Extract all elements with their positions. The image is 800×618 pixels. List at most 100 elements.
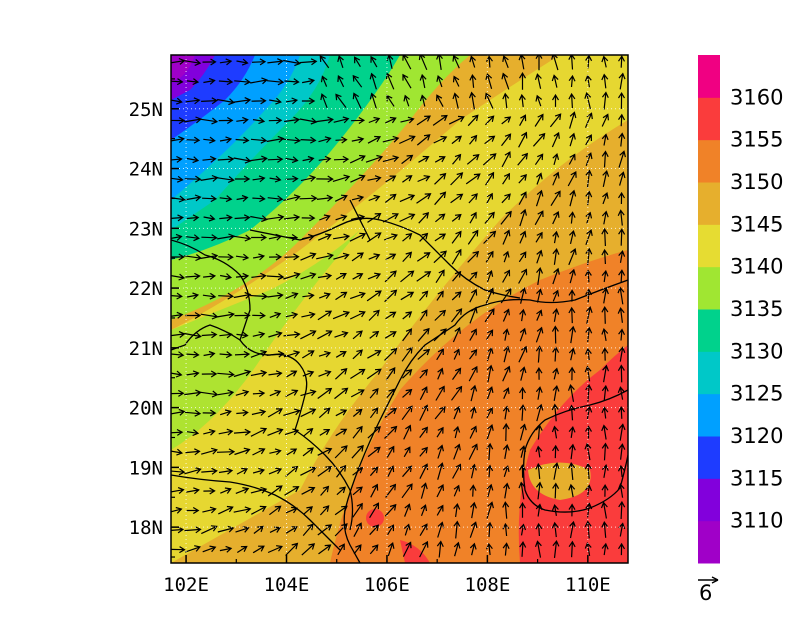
wind-vector-657 <box>384 503 397 517</box>
wind-vector-92 <box>299 117 318 125</box>
wind-vector-680 <box>302 523 314 536</box>
wind-vector-572 <box>367 446 381 458</box>
wind-vector-316 <box>300 272 317 280</box>
wind-vector-484 <box>300 389 317 397</box>
wind-vector-442 <box>535 345 543 363</box>
wind-vector-326 <box>468 271 478 282</box>
wind-vector-610 <box>535 462 543 479</box>
wind-vector-246 <box>534 210 544 226</box>
wind-vector-546 <box>403 424 412 440</box>
wind-vector-29 <box>186 78 200 86</box>
wind-vector-463 <box>419 369 428 379</box>
wind-vector-472 <box>568 366 576 381</box>
lat-tick-label-6: 24N <box>129 159 163 181</box>
wind-vector-209 <box>384 193 397 203</box>
wind-vector-717 <box>453 541 461 557</box>
wind-vector-194 <box>602 169 610 188</box>
wind-vector-684 <box>369 524 380 536</box>
wind-vector-563 <box>216 448 236 456</box>
wind-vector-351 <box>419 290 429 301</box>
wind-vector-647 <box>218 505 234 515</box>
wind-vector-83 <box>617 91 626 109</box>
wind-vector-251 <box>617 209 625 226</box>
wind-vector-431 <box>352 349 363 360</box>
wind-vector-591 <box>218 467 234 475</box>
wind-vector-295 <box>416 252 431 262</box>
wind-vector-350 <box>400 291 415 301</box>
wind-vector-318 <box>335 273 347 280</box>
lon-tick-label-4: 110E <box>565 574 611 596</box>
wind-vector-435 <box>417 348 431 360</box>
wind-vector-721 <box>519 541 527 557</box>
wind-vector-236 <box>367 212 382 223</box>
wind-vector-68 <box>369 92 377 109</box>
wind-vector-646 <box>202 506 217 514</box>
wind-vector-51 <box>551 74 559 88</box>
wind-vector-483 <box>285 389 299 398</box>
wind-vector-549 <box>453 425 461 439</box>
wind-vector-36 <box>301 77 316 85</box>
wind-vector-471 <box>552 367 560 380</box>
wind-vector-367 <box>217 311 235 319</box>
wind-vector-379 <box>419 309 428 321</box>
wind-vector-253 <box>186 234 200 242</box>
wind-vector-143 <box>217 155 235 163</box>
wind-vector-215 <box>486 192 493 204</box>
wind-vector-509 <box>251 409 267 416</box>
wind-vector-699 <box>618 522 626 537</box>
wind-vector-300 <box>503 250 510 263</box>
wind-vector-99 <box>416 115 431 126</box>
wind-vector-523 <box>486 406 493 419</box>
wind-vector-561 <box>185 448 201 456</box>
wind-vector-231 <box>283 214 301 222</box>
wind-vector-334 <box>601 269 609 283</box>
wind-vector-411 <box>485 329 494 341</box>
wind-vector-577 <box>453 443 461 460</box>
wind-vector-449 <box>186 370 200 378</box>
wind-vector-538 <box>267 428 284 436</box>
wind-vector-388 <box>568 306 576 324</box>
wind-vector-77 <box>518 93 526 108</box>
wind-vector-685 <box>387 524 394 536</box>
wind-vector-645 <box>186 506 200 515</box>
wind-vector-1 <box>184 59 202 66</box>
wind-vector-164 <box>568 153 576 165</box>
wind-vector-148 <box>302 155 315 163</box>
wind-vector-213 <box>450 193 464 204</box>
wind-vector-230 <box>266 214 285 221</box>
wind-vector-14 <box>402 55 412 70</box>
wind-vector-59 <box>216 98 236 106</box>
wind-vector-304 <box>568 248 577 266</box>
wind-vector-460 <box>366 368 382 380</box>
wind-vector-124 <box>367 135 382 144</box>
wind-vector-227 <box>219 214 233 222</box>
colorbar-label-1: 3155 <box>730 128 783 152</box>
wind-vector-480 <box>235 389 250 397</box>
wind-vector-55 <box>618 72 626 90</box>
wind-vector-96 <box>368 116 381 124</box>
wind-vector-486 <box>334 387 349 400</box>
wind-vector-576 <box>437 444 444 459</box>
wind-vector-522 <box>469 406 477 419</box>
wind-vector-603 <box>419 463 429 479</box>
wind-vector-605 <box>452 463 462 479</box>
wind-vector-495 <box>486 386 494 401</box>
wind-vector-193 <box>585 169 593 188</box>
wind-vector-296 <box>433 250 447 264</box>
wind-vector-181 <box>385 175 397 183</box>
wind-vector-676 <box>235 526 250 533</box>
wind-vector-161 <box>517 152 529 166</box>
wind-vector-42 <box>402 73 412 89</box>
wind-vector-504 <box>171 408 186 416</box>
wind-vector-341 <box>250 292 269 300</box>
wind-vector-331 <box>552 267 560 285</box>
wind-vector-415 <box>551 325 559 344</box>
wind-vector-416 <box>569 325 577 344</box>
wind-vector-614 <box>601 464 609 478</box>
wind-vector-273 <box>519 230 527 244</box>
wind-vector-515 <box>352 408 363 417</box>
wind-vector-479 <box>217 389 235 397</box>
wind-vector-24 <box>568 55 576 70</box>
wind-vector-571 <box>351 444 364 459</box>
wind-vector-229 <box>250 215 268 223</box>
